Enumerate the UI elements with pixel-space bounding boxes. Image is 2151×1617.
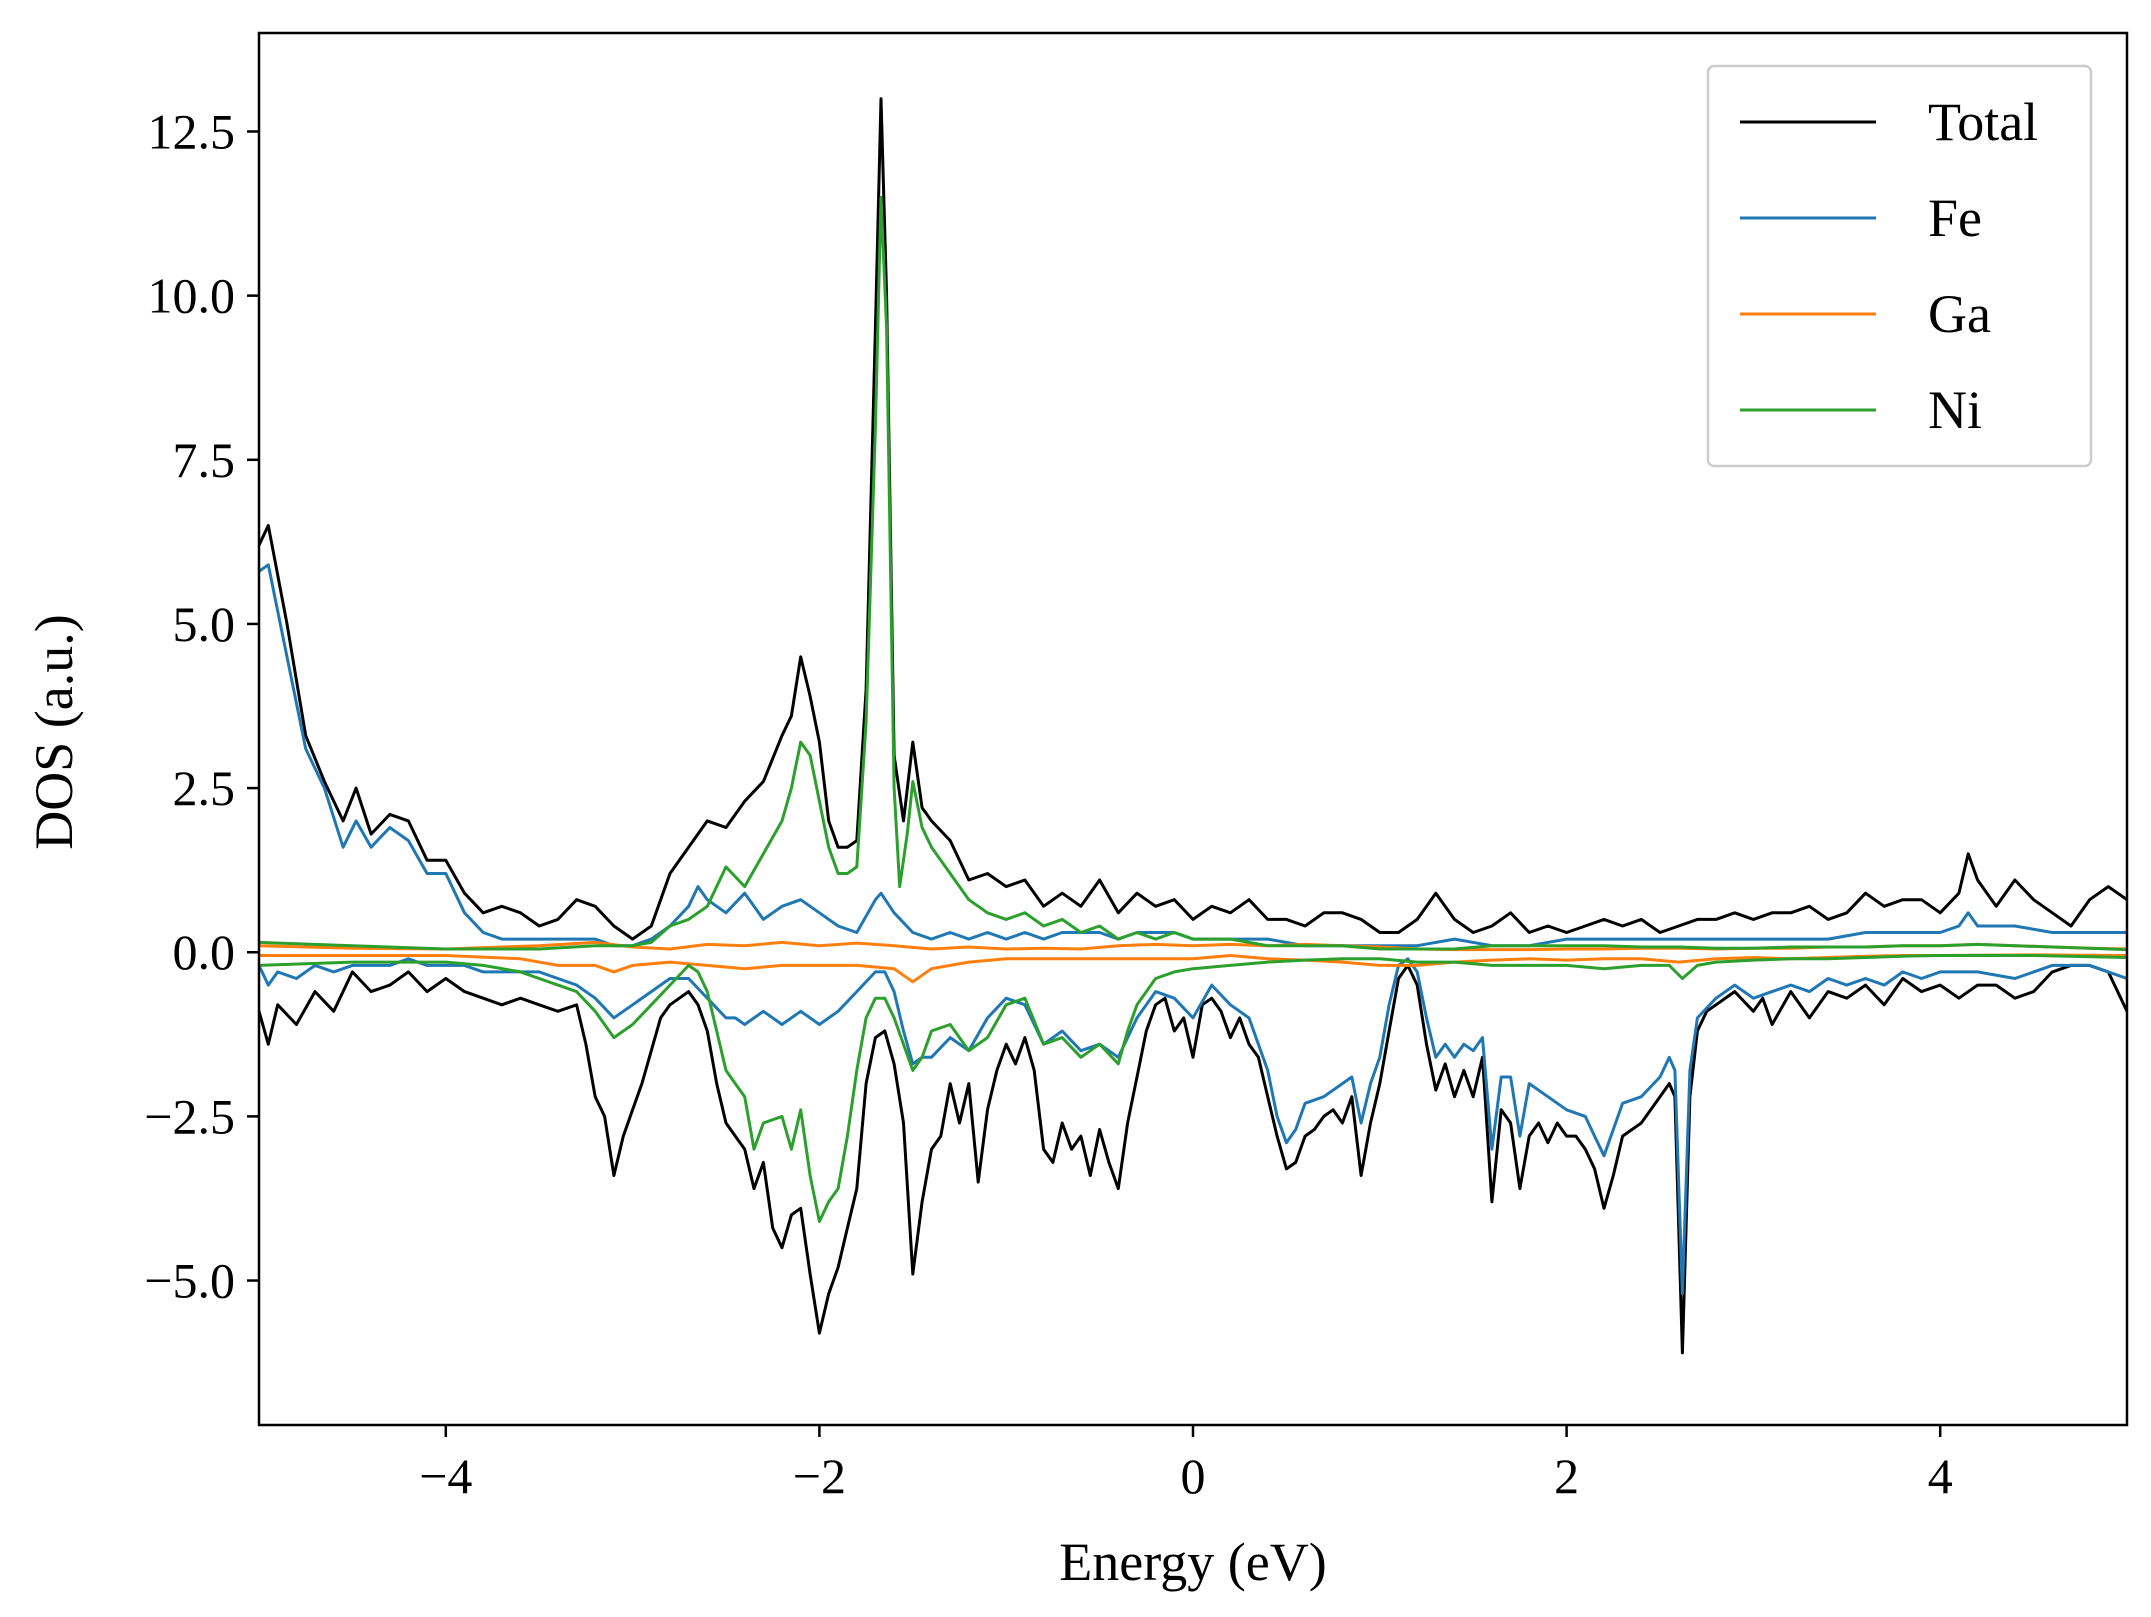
y-tick-label: 0.0 — [173, 924, 236, 980]
series-line-ga-down — [259, 953, 2127, 984]
legend-label-fe: Fe — [1928, 188, 1982, 248]
x-tick-label: −2 — [793, 1448, 846, 1504]
x-tick-label: −4 — [419, 1448, 472, 1504]
series-line-total-down — [259, 963, 2127, 1355]
y-tick-label: 12.5 — [148, 103, 236, 159]
x-tick-label: 4 — [1928, 1448, 1953, 1504]
legend: Total Fe Ga Ni — [1706, 64, 2093, 468]
x-axis-ticks: −4 −2 0 2 4 — [419, 1425, 1953, 1504]
plot-lines — [259, 97, 2127, 1355]
series-line-fe-up — [259, 563, 2127, 948]
series-line-total-up — [259, 97, 2127, 941]
y-axis-label: DOS (a.u.) — [24, 614, 84, 849]
y-tick-label: 5.0 — [173, 596, 236, 652]
legend-label-total: Total — [1928, 92, 2038, 152]
series-line-fe-down — [259, 957, 2127, 1296]
y-tick-label: −2.5 — [144, 1088, 235, 1144]
y-tick-label: 2.5 — [173, 760, 236, 816]
y-tick-label: 10.0 — [148, 268, 236, 324]
legend-label-ni: Ni — [1928, 380, 1982, 440]
y-tick-label: −5.0 — [144, 1253, 235, 1309]
legend-box — [1706, 64, 2093, 468]
x-tick-label: 2 — [1554, 1448, 1579, 1504]
legend-label-ga: Ga — [1928, 284, 1991, 344]
x-axis-label: Energy (eV) — [1059, 1532, 1326, 1592]
y-axis-ticks: −5.0 −2.5 0.0 2.5 5.0 7.5 10.0 12.5 — [144, 103, 259, 1309]
series-line-ni-up — [259, 195, 2127, 952]
x-tick-label: 0 — [1181, 1448, 1206, 1504]
y-tick-label: 7.5 — [173, 432, 236, 488]
series-line-ni-down — [259, 954, 2127, 1223]
